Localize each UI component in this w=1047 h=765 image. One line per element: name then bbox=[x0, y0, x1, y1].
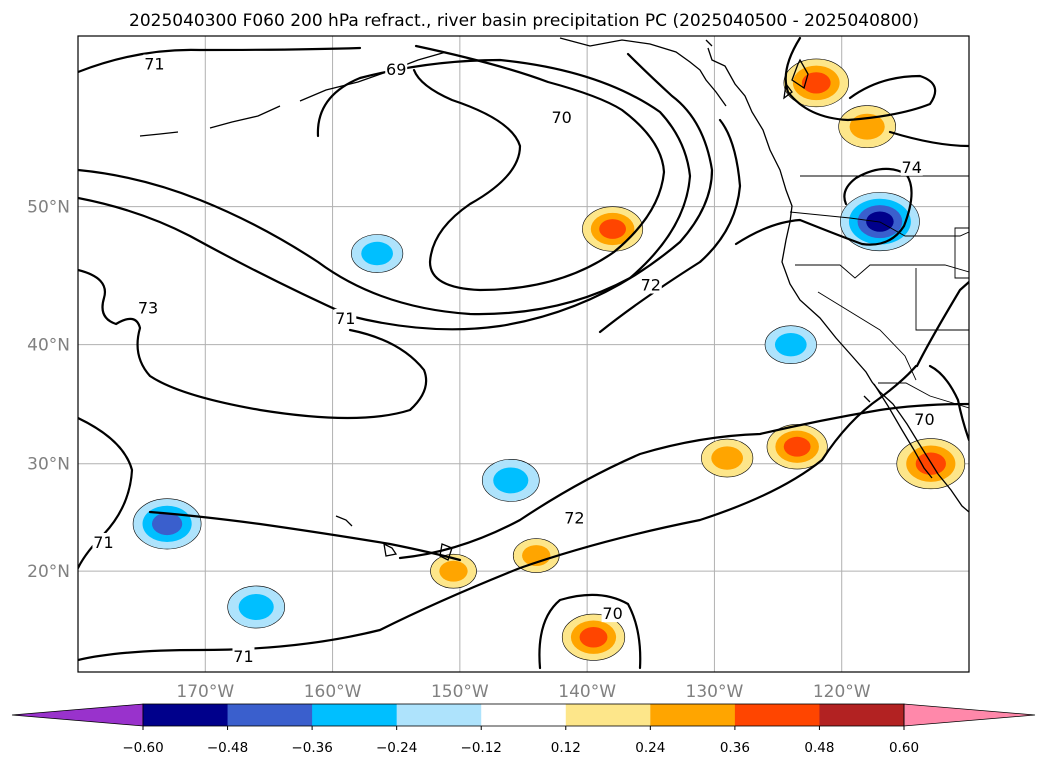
plot-title: 2025040300 F060 200 hPa refract., river … bbox=[129, 11, 919, 31]
precip-anomaly-shell bbox=[579, 626, 608, 648]
colorbar-segment bbox=[227, 704, 313, 726]
colorbar-tick-label: 0.12 bbox=[551, 740, 581, 756]
colorbar-segment bbox=[650, 704, 736, 726]
colorbar-segment bbox=[396, 704, 482, 726]
contour-label: 72 bbox=[641, 276, 661, 295]
precip-anomaly-blob bbox=[481, 459, 540, 502]
colorbar-frame bbox=[142, 703, 905, 727]
colorbar-tick-label: 0.60 bbox=[889, 740, 919, 756]
lon-tick-label: 130°W bbox=[686, 682, 744, 702]
lon-tick-label: 120°W bbox=[813, 682, 871, 702]
precip-anomaly-blob bbox=[512, 538, 560, 573]
contour-label-bg bbox=[563, 508, 586, 527]
lon-tick-label: 140°W bbox=[558, 682, 616, 702]
country-borders bbox=[789, 175, 969, 409]
map-background bbox=[78, 36, 969, 672]
contour-label-bg bbox=[639, 275, 662, 294]
latitude-labels: 50°N 40°N 30°N 20°N bbox=[27, 198, 70, 583]
colorbar-segment bbox=[143, 704, 229, 726]
contour-label: 70 bbox=[602, 604, 622, 623]
contour-label: 71 bbox=[144, 55, 164, 74]
precip-anomaly-blob bbox=[351, 234, 404, 273]
precip-anomaly-shell bbox=[238, 594, 274, 620]
precip-anomaly-blob bbox=[701, 438, 754, 478]
precip-anomaly-shell bbox=[599, 219, 627, 239]
precip-anomaly-blob bbox=[764, 325, 817, 365]
coastlines bbox=[139, 37, 969, 561]
colorbar-tick-label: 0.24 bbox=[635, 740, 665, 756]
contour-labels: 71 69 70 74 73 71 72 70 72 71 70 71 bbox=[92, 54, 936, 666]
contour-label: 72 bbox=[564, 509, 584, 528]
colorbar-extend-low bbox=[11, 703, 144, 727]
contour-label: 71 bbox=[93, 533, 113, 552]
colorbar-segment bbox=[312, 704, 398, 726]
precip-anomaly-shell bbox=[783, 436, 811, 457]
grid-lines bbox=[78, 36, 969, 672]
contour-label-bg bbox=[232, 647, 255, 666]
colorbar-tick-label: −0.36 bbox=[291, 740, 332, 756]
colorbar-tick-label: −0.48 bbox=[207, 740, 248, 756]
contour-label: 70 bbox=[552, 108, 572, 127]
precip-anomaly-shell bbox=[151, 512, 183, 536]
colorbar bbox=[11, 703, 1036, 730]
lon-tick-label: 160°W bbox=[304, 682, 362, 702]
colorbar-tick-label: 0.48 bbox=[804, 740, 834, 756]
precip-anomaly-shell bbox=[493, 467, 529, 494]
precip-anomaly-blob bbox=[838, 105, 896, 149]
contour-label: 69 bbox=[386, 60, 406, 79]
colorbar-tick-label: −0.12 bbox=[461, 740, 502, 756]
colorbar-segment bbox=[565, 704, 651, 726]
lat-tick-label: 20°N bbox=[27, 562, 70, 582]
precip-anomaly-blob bbox=[783, 58, 849, 108]
map-area: 71 69 70 74 73 71 72 70 72 71 70 71 bbox=[78, 36, 969, 672]
precip-anomaly-shell bbox=[711, 446, 744, 470]
precip-anomaly-shell bbox=[361, 241, 393, 266]
contour-label: 71 bbox=[335, 309, 355, 328]
colorbar-tick-labels: −0.60 −0.48 −0.36 −0.24 −0.12 0.12 0.24 0.36 0.4… bbox=[122, 740, 919, 756]
lat-tick-label: 40°N bbox=[27, 336, 70, 356]
lon-tick-label: 150°W bbox=[431, 682, 489, 702]
longitude-labels: 170°W 160°W 150°W 140°W 130°W 120°W bbox=[176, 682, 870, 702]
contour-label: 70 bbox=[914, 410, 934, 429]
lat-tick-label: 50°N bbox=[27, 198, 70, 218]
colorbar-segment bbox=[734, 704, 820, 726]
lat-tick-label: 30°N bbox=[27, 455, 70, 475]
contour-label: 74 bbox=[902, 158, 922, 177]
precip-anomaly-blob bbox=[132, 498, 202, 550]
colorbar-segment bbox=[819, 704, 905, 726]
contour-label-bg bbox=[913, 410, 936, 429]
contour-label-bg bbox=[137, 298, 160, 317]
map-frame bbox=[77, 35, 970, 673]
contour-label-bg bbox=[143, 54, 166, 73]
contour-label-bg bbox=[550, 108, 573, 127]
precip-anomaly-shell bbox=[801, 72, 831, 94]
contour-label-bg bbox=[385, 60, 408, 79]
precip-anomaly-blob bbox=[430, 553, 477, 589]
colorbar-tick-label: −0.60 bbox=[122, 740, 163, 756]
precip-anomaly-blob bbox=[582, 206, 644, 252]
colorbar-extend-high bbox=[903, 703, 1036, 727]
precip-anomaly-blob bbox=[766, 424, 828, 470]
precip-anomaly-blob bbox=[561, 613, 626, 661]
contour-label-bg bbox=[334, 308, 357, 327]
contour-label-bg bbox=[601, 604, 624, 623]
precip-anomaly-blob bbox=[227, 585, 286, 629]
contour-label: 71 bbox=[233, 647, 253, 666]
colorbar-segment bbox=[481, 704, 567, 726]
contour-label-bg bbox=[900, 157, 923, 176]
refractivity-contours bbox=[78, 36, 969, 670]
colorbar-tick-label: −0.24 bbox=[376, 740, 417, 756]
contour-label: 73 bbox=[138, 298, 158, 317]
colorbar-tick-label: 0.36 bbox=[720, 740, 750, 756]
lon-tick-label: 170°W bbox=[176, 682, 234, 702]
contour-label-bg bbox=[92, 532, 115, 551]
precip-anomaly-shell bbox=[774, 332, 807, 357]
precip-anomaly-shell bbox=[439, 560, 468, 582]
